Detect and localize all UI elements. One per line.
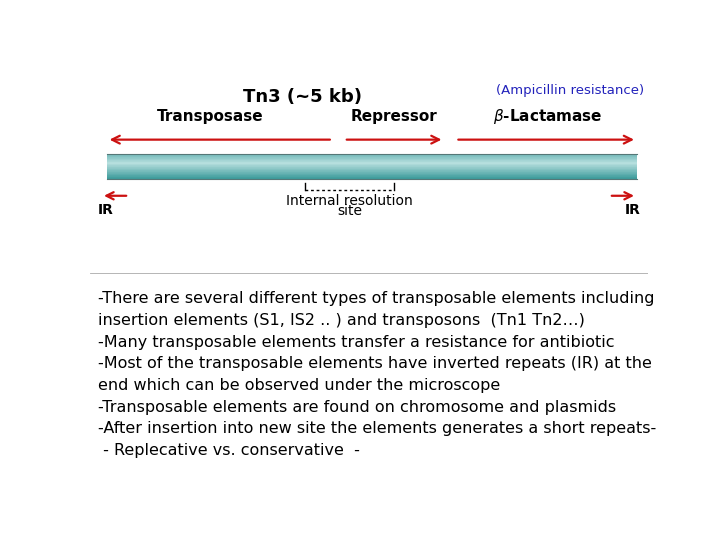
Bar bbox=[107, 170, 637, 171]
Text: Internal resolution: Internal resolution bbox=[286, 194, 413, 208]
Text: -There are several different types of transposable elements including: -There are several different types of tr… bbox=[99, 292, 655, 306]
Text: -Most of the transposable elements have inverted repeats (IR) at the: -Most of the transposable elements have … bbox=[99, 356, 652, 372]
Bar bbox=[107, 157, 637, 158]
Bar bbox=[107, 172, 637, 173]
Bar bbox=[107, 155, 637, 156]
Bar bbox=[107, 169, 637, 170]
Bar bbox=[107, 161, 637, 163]
Bar bbox=[107, 162, 637, 163]
Bar bbox=[107, 164, 637, 165]
Text: $\beta$-Lactamase: $\beta$-Lactamase bbox=[492, 107, 603, 126]
Text: - Replecative vs. conservative  -: - Replecative vs. conservative - bbox=[99, 443, 360, 458]
Text: site: site bbox=[337, 204, 362, 218]
Bar bbox=[107, 160, 637, 161]
Bar bbox=[107, 173, 637, 174]
Bar bbox=[107, 156, 637, 157]
Bar bbox=[107, 176, 637, 177]
Bar bbox=[107, 163, 637, 164]
Text: Tn3 (~5 kb): Tn3 (~5 kb) bbox=[243, 87, 361, 106]
Bar bbox=[107, 154, 637, 156]
Bar bbox=[107, 175, 637, 176]
Bar bbox=[107, 163, 637, 164]
Bar bbox=[107, 176, 637, 177]
Text: (Ampicillin resistance): (Ampicillin resistance) bbox=[496, 84, 644, 97]
Bar bbox=[107, 174, 637, 175]
Bar bbox=[107, 168, 637, 169]
Bar bbox=[107, 174, 637, 176]
Bar bbox=[107, 178, 637, 179]
Bar bbox=[107, 154, 637, 155]
Bar bbox=[107, 165, 637, 166]
Bar bbox=[107, 166, 637, 167]
Bar bbox=[107, 170, 637, 171]
Text: -After insertion into new site the elements generates a short repeats-: -After insertion into new site the eleme… bbox=[99, 421, 657, 436]
Bar bbox=[107, 177, 637, 178]
Text: -Many transposable elements transfer a resistance for antibiotic: -Many transposable elements transfer a r… bbox=[99, 335, 615, 350]
Bar bbox=[107, 171, 637, 172]
Bar bbox=[107, 167, 637, 168]
Bar bbox=[107, 166, 637, 167]
Text: insertion elements (S1, IS2 .. ) and transposons  (Tn1 Tn2…): insertion elements (S1, IS2 .. ) and tra… bbox=[99, 313, 585, 328]
Text: IR: IR bbox=[98, 204, 114, 217]
Text: Repressor: Repressor bbox=[351, 109, 438, 124]
Text: Transposase: Transposase bbox=[157, 109, 264, 124]
Bar bbox=[107, 159, 637, 160]
Bar bbox=[107, 158, 637, 159]
Bar bbox=[107, 159, 637, 160]
Bar bbox=[107, 164, 637, 165]
Text: end which can be observed under the microscope: end which can be observed under the micr… bbox=[99, 378, 500, 393]
Text: -Transposable elements are found on chromosome and plasmids: -Transposable elements are found on chro… bbox=[99, 400, 616, 415]
Bar bbox=[107, 160, 637, 161]
Bar bbox=[107, 171, 637, 172]
Bar bbox=[107, 178, 637, 179]
Text: IR: IR bbox=[624, 204, 640, 217]
Bar bbox=[107, 156, 637, 157]
Bar bbox=[107, 172, 637, 173]
Bar bbox=[107, 158, 637, 159]
Bar bbox=[107, 167, 637, 168]
